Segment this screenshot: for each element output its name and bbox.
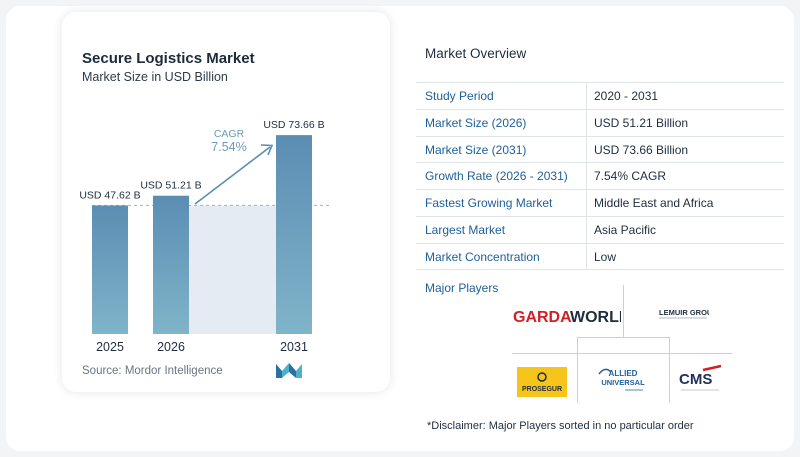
cagr-arrow-line bbox=[194, 146, 271, 205]
overview-row: Market Size (2026) USD 51.21 Billion bbox=[416, 108, 784, 136]
players-grid bbox=[512, 285, 732, 403]
lemuir-logo-text: LEMUIR GROUP bbox=[659, 308, 709, 317]
x-tick-2025: 2025 bbox=[96, 340, 124, 354]
bar-2025 bbox=[92, 205, 128, 334]
bar-2026 bbox=[153, 195, 189, 334]
cagr-arrow-head bbox=[260, 144, 274, 156]
overview-row: Largest Market Asia Pacific bbox=[416, 215, 784, 243]
overview-divider bbox=[586, 136, 587, 163]
overview-divider bbox=[586, 109, 587, 136]
disclaimer: *Disclaimer: Major Players sorted in no … bbox=[427, 420, 694, 432]
prosegur-logo: PROSEGUR bbox=[517, 367, 567, 402]
overview-title: Market Overview bbox=[425, 46, 527, 61]
cms-logo: CMS bbox=[679, 364, 725, 399]
data-label-2026: USD 51.21 B bbox=[140, 180, 201, 192]
overview-row: Market Concentration Low bbox=[416, 242, 784, 270]
overview-row: Market Size (2031) USD 73.66 Billion bbox=[416, 135, 784, 163]
allied-universal-logo: ALLIED UNIVERSAL bbox=[595, 364, 651, 399]
gardaworld-logo: GARDA WORLD bbox=[513, 307, 630, 330]
grid-divider bbox=[577, 337, 578, 403]
overview-divider bbox=[586, 83, 587, 109]
overview-row: Study Period 2020 - 2031 bbox=[416, 82, 784, 109]
gardaworld-logo-text-b: WORLD bbox=[570, 309, 621, 325]
x-tick-2031: 2031 bbox=[280, 340, 308, 354]
x-tick-2026: 2026 bbox=[157, 340, 185, 354]
grid-divider bbox=[577, 337, 670, 338]
overview-value: 2020 - 2031 bbox=[594, 89, 659, 103]
cagr-value: 7.54% bbox=[211, 140, 246, 154]
overview-value: Middle East and Africa bbox=[594, 196, 714, 211]
source-note: Source: Mordor Intelligence bbox=[82, 365, 223, 377]
overview-label: Growth Rate (2026 - 2031) bbox=[425, 169, 568, 184]
overview-value: Low bbox=[594, 249, 617, 264]
overview-row: Fastest Growing Market Middle East and Af… bbox=[416, 189, 784, 216]
gardaworld-logo-text-a: GARDA bbox=[513, 309, 572, 325]
cms-logo-text: CMS bbox=[679, 371, 712, 388]
overview-divider bbox=[586, 243, 587, 269]
bar-2031 bbox=[276, 135, 312, 334]
overview-label: Market Size (2026) bbox=[425, 115, 527, 130]
mordor-logo-icon bbox=[276, 363, 302, 378]
growth-shading bbox=[189, 205, 276, 334]
allied-logo-text-b: UNIVERSAL bbox=[601, 378, 645, 387]
overview-value: USD 73.66 Billion bbox=[594, 142, 689, 157]
data-label-2031: USD 73.66 B bbox=[263, 119, 324, 131]
overview-row: Growth Rate (2026 - 2031) 7.54% CAGR bbox=[416, 162, 784, 190]
chart-title: Secure Logistics Market bbox=[82, 50, 255, 67]
overview-label: Market Size (2031) bbox=[425, 142, 527, 157]
lemuir-logo: LEMUIR GROUP bbox=[659, 307, 717, 326]
grid-divider bbox=[669, 337, 670, 403]
chart-subtitle: Market Size in USD Billion bbox=[82, 70, 228, 84]
prosegur-logo-text: PROSEGUR bbox=[522, 386, 562, 393]
overview-value: Asia Pacific bbox=[594, 222, 657, 237]
overview-label: Fastest Growing Market bbox=[425, 196, 553, 211]
overview-divider bbox=[586, 190, 587, 216]
overview-divider bbox=[586, 216, 587, 243]
overview-value: USD 51.21 Billion bbox=[594, 115, 689, 130]
cagr-label: CAGR bbox=[214, 128, 245, 140]
overview-label: Market Concentration bbox=[425, 249, 540, 264]
overview-label: Largest Market bbox=[425, 222, 506, 237]
grid-divider bbox=[623, 285, 624, 337]
data-label-2025: USD 47.62 B bbox=[79, 189, 140, 201]
players-title: Major Players bbox=[425, 281, 499, 295]
overview-label: Study Period bbox=[425, 89, 494, 103]
allied-logo-text-a: ALLIED bbox=[609, 369, 638, 378]
overview-table: Study Period 2020 - 2031 Market Size (2026… bbox=[416, 82, 784, 270]
overview-divider bbox=[586, 163, 587, 190]
grid-divider bbox=[512, 353, 732, 354]
overview-value: 7.54% CAGR bbox=[594, 169, 667, 184]
